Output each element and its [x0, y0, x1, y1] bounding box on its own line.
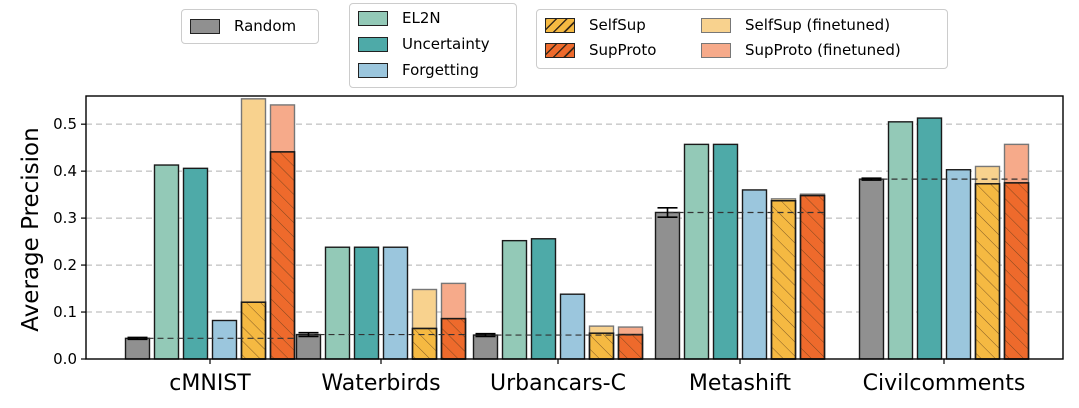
bar-hatch-supproto-waterbirds [440, 317, 467, 360]
bar-hatch-selfsup-waterbirds [411, 327, 438, 360]
legend-scoring-methods: EL2N Uncertainty Forgetting [349, 3, 517, 88]
bar-forgetting-urbancars-c [559, 293, 586, 360]
bar-uncertainty-cmnist [182, 167, 209, 360]
bar-el2n-metashift [683, 143, 710, 360]
legend-label: SelfSup (finetuned) [745, 16, 891, 34]
legend-swatch [358, 36, 388, 52]
bar-hatch-selfsup-civilcomments [974, 183, 1001, 360]
legend-swatch [358, 10, 388, 26]
legend-entry-random: Random [190, 16, 296, 36]
bar-random-metashift [654, 211, 681, 360]
grid-lines [86, 123, 1063, 313]
bar-hatch-selfsup-urbancars-c [588, 332, 615, 360]
y-axis-label: Average Precision [18, 127, 44, 331]
bar-hatch-supproto-urbancars-c [617, 333, 644, 360]
legend-entry-supproto: SupProto [545, 40, 656, 60]
legend-entry-supproto-finetuned: SupProto (finetuned) [701, 40, 901, 60]
legend-swatch [190, 18, 220, 34]
legend-label: EL2N [402, 9, 441, 27]
bar-uncertainty-civilcomments [916, 117, 943, 360]
bar-hatch-supproto-metashift [799, 194, 826, 360]
bar-hatch-supproto-cmnist [269, 151, 296, 360]
legend-label: SupProto [589, 41, 657, 59]
legend-label: Random [234, 17, 297, 35]
y-tick-label: 0.5 [53, 115, 77, 133]
legend-entry-forgetting: Forgetting [358, 60, 479, 80]
legend-entry-selfsup-finetuned: SelfSup (finetuned) [701, 15, 890, 35]
bar-uncertainty-metashift [712, 143, 739, 360]
bar-el2n-civilcomments [887, 121, 914, 360]
bar-el2n-cmnist [153, 164, 180, 360]
random-baseline-lines [127, 177, 1029, 341]
axes: 0.0 0.1 0.2 0.3 0.4 0.5 cMNIST Waterbirds Urbanc… [53, 95, 1064, 396]
legend-swatch [545, 42, 575, 58]
bar-uncertainty-urbancars-c [530, 238, 557, 360]
y-tick-label: 0.1 [53, 303, 77, 321]
bar-forgetting-civilcomments [945, 169, 972, 360]
legend-label: SupProto (finetuned) [745, 41, 901, 59]
bar-el2n-urbancars-c [501, 239, 528, 360]
legend-swatch [545, 17, 575, 33]
bar-el2n-waterbirds [324, 246, 351, 360]
legend-label: SelfSup [589, 16, 646, 34]
bar-hatch-selfsup-cmnist [240, 301, 267, 360]
y-tick-label: 0.4 [53, 162, 77, 180]
bar-random-urbancars-c [472, 334, 499, 360]
bar-hatch-supproto-civilcomments [1003, 182, 1030, 360]
legend-random: Random [181, 9, 319, 44]
legend-label: Uncertainty [402, 35, 490, 53]
bar-forgetting-cmnist [211, 319, 238, 360]
x-tick-label: Waterbirds [321, 371, 440, 396]
y-tick-label: 0.0 [53, 350, 77, 368]
x-tick-label: Metashift [689, 371, 792, 396]
x-tick-label: Civilcomments [863, 371, 1026, 396]
legend-entry-el2n: EL2N [358, 8, 441, 28]
legend-entry-uncertainty: Uncertainty [358, 34, 490, 54]
bar-uncertainty-waterbirds [353, 246, 380, 360]
legend-swatch [358, 62, 388, 78]
bar-random-waterbirds [295, 333, 322, 360]
bar-forgetting-waterbirds [382, 246, 409, 360]
bar-forgetting-metashift [741, 189, 768, 360]
legend-prototype-methods: SelfSup SupProto SelfSup (finetuned) SupPro… [536, 9, 948, 69]
legend-entry-selfsup: SelfSup [545, 15, 646, 35]
y-tick-label: 0.2 [53, 256, 77, 274]
bar-random-cmnist [124, 337, 151, 360]
x-tick-label: cMNIST [169, 371, 251, 396]
y-tick-label: 0.3 [53, 209, 77, 227]
legend-swatch [701, 17, 731, 33]
bars [124, 98, 1030, 360]
x-tick-label: Urbancars-C [490, 371, 626, 396]
legend-swatch [701, 42, 731, 58]
plot-frame [85, 95, 1064, 360]
bar-hatch-selfsup-metashift [770, 200, 797, 360]
legend-label: Forgetting [402, 61, 479, 79]
bar-random-civilcomments [858, 178, 885, 360]
